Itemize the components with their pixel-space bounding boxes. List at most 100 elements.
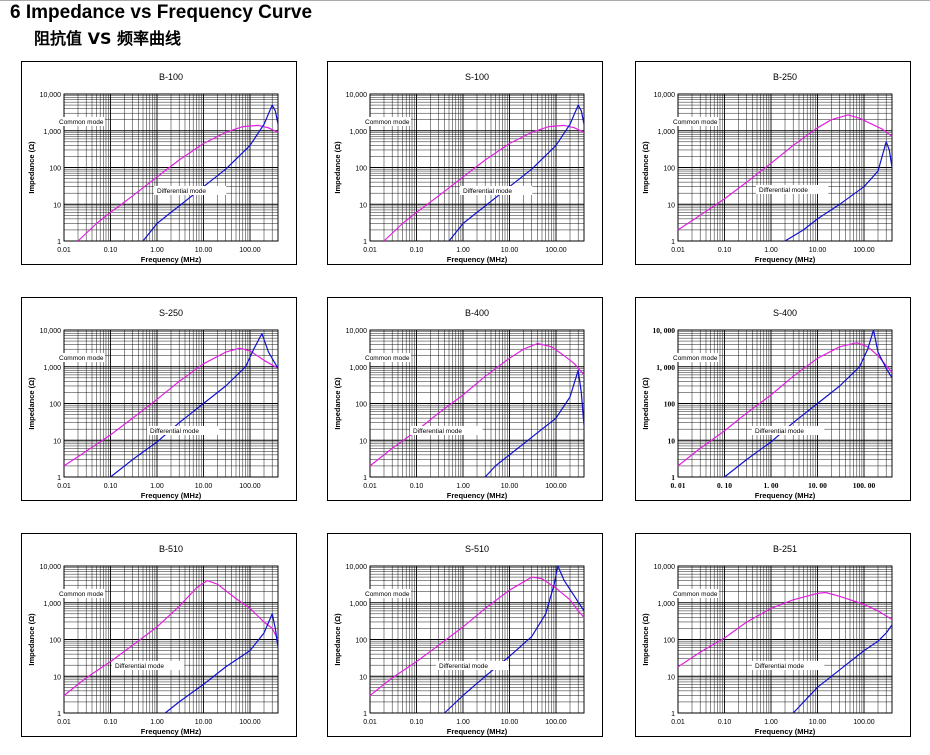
grid — [63, 329, 279, 478]
differential-mode-label: Differential mode — [413, 428, 462, 435]
plot-frame — [369, 565, 585, 714]
differential-mode-label-bg — [752, 426, 825, 435]
common-mode-label-bg — [56, 117, 105, 126]
x-tick-label: 10.00 — [195, 483, 213, 490]
y-tick-label: 1,000 — [657, 601, 675, 608]
y-tick-label: 1,000 — [43, 129, 61, 136]
y-tick-label: 100 — [49, 166, 61, 173]
y-tick-label: 10,000 — [346, 92, 368, 99]
y-tick-label: 10 — [53, 438, 61, 445]
y-tick-label: 1,000 — [43, 365, 61, 372]
y-axis-label: Impedance (Ω) — [641, 141, 650, 194]
y-tick-label: 100 — [664, 400, 676, 409]
y-tick-label: 100 — [355, 402, 367, 409]
x-tick-label: 0.10 — [104, 483, 118, 490]
common-mode-label-bg — [56, 353, 105, 362]
grid — [63, 565, 279, 714]
common-mode-label-bg — [362, 117, 411, 126]
y-tick-label: 100 — [663, 166, 675, 173]
x-tick-label: 1. 00 — [764, 481, 779, 490]
y-tick-label: 10,000 — [654, 564, 676, 571]
x-tick-label: 10.00 — [501, 247, 519, 254]
grid — [369, 329, 585, 478]
y-tick-label: 10 — [359, 202, 367, 209]
x-tick-label: 10.00 — [501, 483, 519, 490]
y-tick-label: 1, 000 — [656, 363, 675, 372]
x-tick-label: 0.10 — [104, 247, 118, 254]
x-tick-label: 100.00 — [853, 247, 875, 254]
chart-svg: B-100 0.01 0.10 1.00 10.00 100.00 1 10 100 1,000 1… — [27, 72, 279, 264]
x-tick-label: 0.10 — [718, 247, 732, 254]
differential-mode-line — [448, 104, 585, 242]
x-tick-label: 0.10 — [410, 719, 424, 726]
common-mode-label: Common mode — [673, 355, 718, 362]
chart-b-100: B-100 0.01 0.10 1.00 10.00 100.00 1 10 100 1,000 1… — [21, 61, 297, 265]
chart-title: B-100 — [159, 72, 183, 82]
grid — [63, 93, 279, 242]
chart-b-251: B-251 0.01 0.10 1.00 10.00 100.00 1 10 100 1,000 1… — [635, 533, 911, 737]
differential-mode-line — [164, 613, 279, 714]
y-tick-label: 10 — [668, 436, 676, 445]
chart-title: B-251 — [773, 544, 797, 554]
y-tick-label: 10,000 — [346, 328, 368, 335]
chart-svg: S-100 0.01 0.10 1.00 10.00 100.00 1 10 100 1,000 1… — [333, 72, 585, 264]
chart-b-250: B-250 0.01 0.10 1.00 10.00 100.00 1 10 100 1,000 1… — [635, 61, 911, 265]
y-tick-label: 10 — [53, 674, 61, 681]
x-tick-label: 0.01 — [57, 719, 71, 726]
common-mode-label: Common mode — [59, 119, 104, 126]
differential-mode-label-bg — [410, 426, 483, 435]
plot-frame — [63, 93, 279, 242]
chart-title: B-250 — [773, 72, 797, 82]
x-tick-label: 1.00 — [456, 247, 470, 254]
plot-frame — [63, 565, 279, 714]
y-tick-label: 1 — [363, 711, 367, 718]
y-tick-label: 1 — [57, 239, 61, 246]
grid — [677, 565, 893, 714]
y-axis-label: Impedance (Ω) — [333, 141, 342, 194]
chart-title: S-100 — [465, 72, 489, 82]
y-tick-label: 100 — [355, 166, 367, 173]
differential-mode-label: Differential mode — [439, 663, 488, 670]
chart-title: S-400 — [773, 308, 797, 318]
plot-frame — [369, 93, 585, 242]
differential-mode-label: Differential mode — [150, 428, 199, 435]
x-tick-label: 1.00 — [150, 247, 164, 254]
grid — [369, 93, 585, 242]
x-tick-label: 1.00 — [150, 483, 164, 490]
common-mode-label-bg — [56, 589, 105, 598]
common-mode-label: Common mode — [59, 355, 104, 362]
y-tick-label: 10,000 — [40, 328, 62, 335]
common-mode-line — [369, 576, 585, 696]
differential-mode-line — [444, 565, 585, 714]
differential-mode-label-bg — [756, 185, 829, 194]
x-tick-label: 0.01 — [363, 483, 377, 490]
x-tick-label: 1.00 — [456, 719, 470, 726]
x-tick-label: 0.10 — [410, 247, 424, 254]
y-tick-label: 10,000 — [346, 564, 368, 571]
y-tick-label: 1 — [57, 711, 61, 718]
page-title: 6 Impedance vs Frequency Curve — [10, 2, 313, 23]
x-tick-label: 0.01 — [363, 247, 377, 254]
x-tick-label: 10.00 — [195, 247, 213, 254]
y-tick-label: 1 — [57, 475, 61, 482]
x-tick-label: 100. 00 — [853, 481, 876, 490]
differential-mode-label-bg — [147, 426, 220, 435]
common-mode-line — [677, 591, 893, 668]
chart-title: S-250 — [159, 308, 183, 318]
differential-mode-label-bg — [112, 661, 185, 670]
y-axis-label: Impedance (Ω) — [27, 377, 36, 430]
x-tick-label: 0.01 — [671, 719, 685, 726]
common-mode-label-bg — [362, 353, 411, 362]
x-tick-label: 1.00 — [764, 247, 778, 254]
y-axis-label: Impedance (Ω) — [641, 613, 650, 666]
y-tick-label: 10, 000 — [653, 326, 676, 335]
y-tick-label: 1 — [671, 473, 675, 482]
x-tick-label: 100.00 — [239, 483, 261, 490]
common-mode-label-bg — [670, 117, 719, 126]
differential-mode-label-bg — [436, 661, 509, 670]
differential-mode-line — [142, 104, 279, 242]
y-tick-label: 10 — [53, 202, 61, 209]
chart-b-400: B-400 0.01 0.10 1.00 10.00 100.00 1 10 100 1,000 1… — [327, 297, 603, 501]
common-mode-label-bg — [362, 589, 411, 598]
common-mode-line — [677, 342, 893, 467]
